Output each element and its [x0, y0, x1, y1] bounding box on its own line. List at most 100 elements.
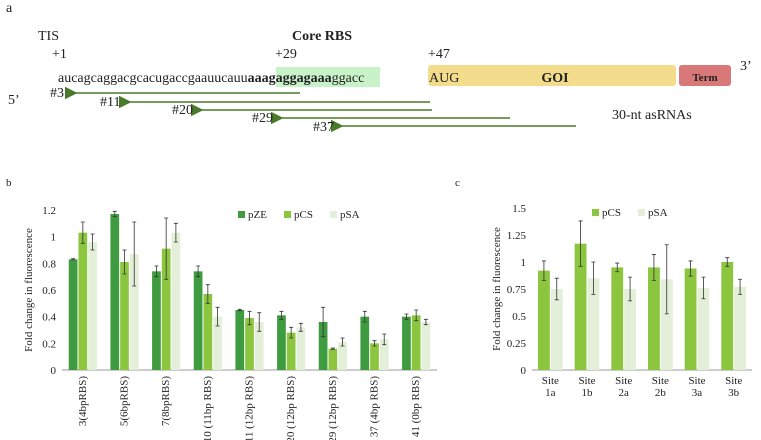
legend-label: pZE	[248, 209, 267, 221]
error-bar	[164, 217, 169, 280]
start-codon: AUG	[429, 71, 459, 86]
y-tick-label: 1.25	[507, 230, 527, 242]
bar	[152, 271, 161, 370]
term-label: Term	[692, 72, 717, 84]
y-axis-title: Fold change in fluorescence	[491, 227, 503, 351]
error-bar	[298, 322, 303, 332]
error-bar	[701, 276, 706, 300]
panel-label: b	[6, 177, 12, 189]
error-bar	[362, 310, 367, 323]
bar	[379, 339, 389, 370]
bar	[721, 262, 734, 370]
y-tick-label: 1	[51, 232, 57, 244]
bar	[277, 315, 286, 370]
bar	[318, 322, 328, 370]
bar	[88, 242, 97, 370]
x-tick-label: 11 (12bp RBS)	[244, 376, 256, 440]
error-bar	[340, 337, 345, 347]
y-tick-label: 1.5	[512, 203, 526, 215]
term-box	[679, 65, 731, 86]
error-bar	[154, 265, 159, 278]
rbs-highlight	[276, 67, 380, 87]
x-tick-label: 37 (4bp RBS)	[369, 376, 381, 437]
legend-label: pCS	[294, 209, 313, 221]
bar	[370, 343, 379, 370]
bar	[411, 315, 421, 370]
error-bar	[330, 347, 335, 350]
y-tick-label: 0.25	[507, 338, 527, 350]
bar	[684, 268, 697, 370]
error-bar	[321, 306, 326, 338]
error-bar	[372, 340, 377, 347]
pos-label: +47	[428, 47, 450, 62]
y-tick-label: 0.4	[42, 312, 56, 324]
seq: ggacc	[332, 71, 365, 86]
diagram: a TIS +1 Core RBS +29 +47 5’ 3’ aucagcag…	[6, 1, 752, 135]
asrna-label: #37	[313, 120, 334, 135]
seq: aucagcaggacgcacugaccgaauucauu	[58, 71, 248, 86]
error-bar	[237, 308, 242, 312]
error-bar	[71, 258, 76, 261]
core-label: Core RBS	[292, 29, 352, 44]
bar	[660, 279, 673, 370]
bar	[624, 289, 636, 370]
legend-label: pCS	[602, 207, 621, 219]
y-tick-label: 0.5	[512, 311, 526, 323]
bar	[254, 322, 264, 370]
legend-label: pSA	[648, 207, 668, 219]
bar	[550, 289, 563, 370]
bar	[611, 267, 624, 370]
error-bar	[541, 260, 546, 281]
bar	[296, 327, 306, 370]
bar	[161, 248, 171, 370]
y-tick-label: 0	[51, 365, 57, 377]
y-tick-label: 0	[521, 365, 527, 377]
bar	[235, 310, 245, 370]
legend-swatch	[284, 211, 291, 218]
pos-label: +29	[275, 47, 297, 62]
bar	[286, 332, 296, 370]
legend-swatch	[592, 209, 599, 216]
x-tick-label: 20 (12bp RBS)	[285, 376, 297, 440]
error-bar	[578, 220, 583, 267]
y-tick-label: 0.75	[507, 284, 527, 296]
panel-label: a	[6, 1, 13, 16]
bar	[120, 262, 129, 370]
x-tick-label: Site 1b	[578, 375, 595, 399]
error-bar	[738, 278, 743, 295]
error-bar	[257, 312, 262, 332]
x-tick-label: 3(4bpRBS)	[77, 376, 89, 426]
asrna-label: #3	[50, 86, 64, 101]
error-bar	[122, 249, 127, 275]
x-tick-label: 5(6bpRBS)	[119, 376, 131, 426]
goi-label: GOI	[541, 71, 568, 86]
legend-swatch	[638, 209, 645, 216]
error-bar	[247, 310, 252, 326]
legend-swatch	[238, 211, 245, 218]
error-bar	[628, 276, 633, 302]
y-tick-label: 1.2	[42, 205, 56, 217]
error-bar	[215, 306, 220, 327]
error-bar	[112, 210, 117, 218]
error-bar	[615, 262, 620, 273]
bar	[587, 278, 600, 370]
error-bar	[725, 257, 730, 267]
error-bar	[414, 309, 419, 322]
error-bar	[664, 244, 669, 315]
y-axis-title: Fold change in fluorescence	[23, 228, 35, 352]
goi-box	[428, 65, 676, 86]
error-bar	[423, 318, 428, 326]
tis-label: TIS	[38, 29, 59, 44]
bar	[338, 342, 347, 370]
bar	[68, 259, 78, 370]
x-tick-label: 29 (12bp RBS)	[327, 376, 339, 440]
bar	[697, 287, 710, 370]
x-tick-label: Site 2b	[652, 375, 669, 399]
y-tick-label: 0.8	[42, 258, 56, 270]
error-bar	[173, 222, 178, 243]
bar	[171, 232, 181, 370]
asrna-label: #11	[100, 95, 120, 110]
asrna-label: #20	[172, 103, 193, 118]
x-tick-label: 7(8bpRBS)	[160, 376, 172, 426]
